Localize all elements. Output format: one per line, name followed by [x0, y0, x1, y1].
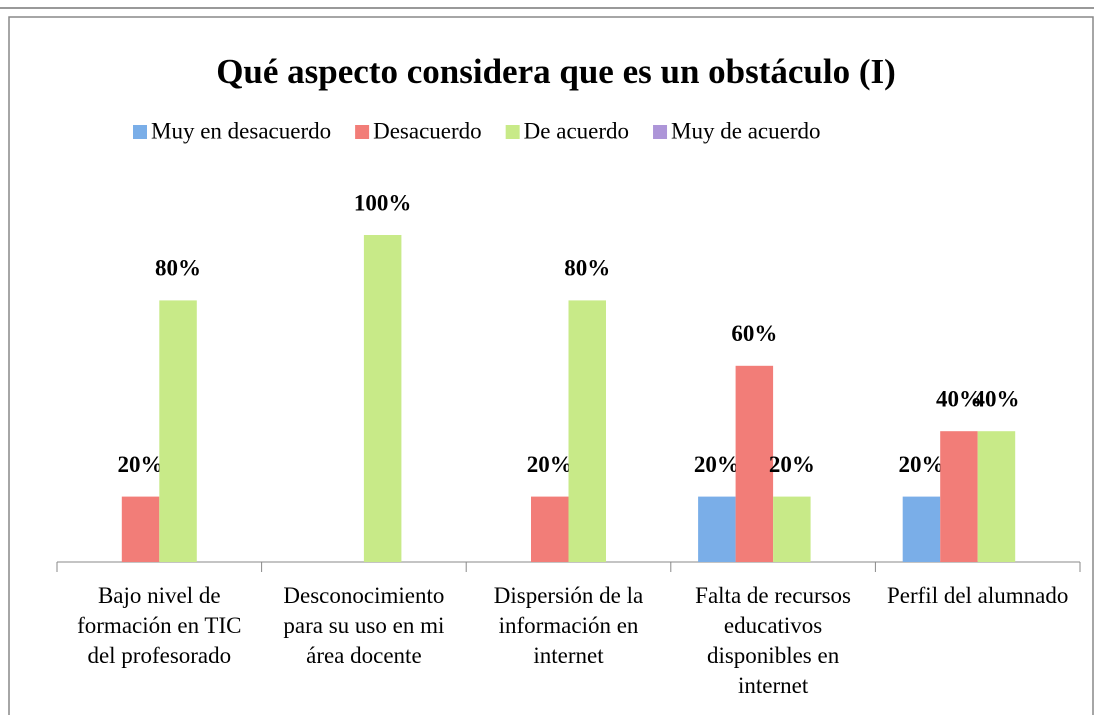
bar: [698, 496, 736, 562]
x-tick-label-line: internet: [738, 673, 809, 698]
legend-label: De acuerdo: [524, 118, 629, 143]
bar: [735, 365, 774, 562]
x-tick-label-line: formación en TIC: [77, 613, 241, 638]
x-tick-label-line: disponibles en: [707, 643, 840, 668]
x-tick-label-line: educativos: [724, 613, 822, 638]
legend-label: Muy en desacuerdo: [151, 118, 331, 143]
x-tick-label-line: Bajo nivel de: [98, 583, 221, 608]
data-label: 40%: [973, 386, 1019, 411]
x-tick-label: Desconocimiento para su uso en mi área doc…: [283, 583, 444, 668]
x-tick-label-line: Perfil del alumnado: [887, 583, 1068, 608]
legend-label: Muy de acuerdo: [671, 118, 820, 143]
plot-frame: [8, 16, 1094, 715]
bar: [121, 496, 160, 562]
legend-swatch: [505, 125, 520, 139]
x-tick-label: Perfil del alumnado: [887, 583, 1068, 608]
legend-swatch: [653, 125, 668, 139]
data-label: 20%: [694, 452, 740, 477]
data-label: 20%: [118, 452, 164, 477]
data-label: 80%: [564, 256, 610, 281]
bar: [940, 431, 978, 562]
x-tick-label-line: Falta de recursos: [695, 583, 851, 608]
data-label: 80%: [155, 256, 201, 281]
legend-label: Desacuerdo: [373, 118, 482, 143]
data-label: 20%: [769, 452, 815, 477]
x-tick-label: Dispersión de la información en internet: [494, 583, 643, 668]
data-label: 60%: [731, 321, 777, 346]
x-tick-label: Falta de recursos educativos disponibles e…: [695, 583, 851, 698]
x-tick-label-line: del profesorado: [87, 643, 231, 668]
legend-swatch: [133, 125, 147, 139]
x-tick-label-line: información en: [499, 613, 639, 638]
data-label: 100%: [354, 190, 412, 215]
data-label: 40%: [936, 386, 982, 411]
bar: [363, 235, 402, 562]
legend-swatch: [355, 125, 370, 139]
chart-title: Qué aspecto considera que es un obstácul…: [216, 52, 896, 91]
x-tick-label: Bajo nivel de formación en TIC del profeso…: [77, 583, 241, 668]
bar: [773, 496, 811, 562]
x-tick-label-line: Desconocimiento: [283, 583, 444, 608]
x-tick-label-line: internet: [533, 643, 604, 668]
x-tick-label-line: área docente: [306, 643, 422, 668]
data-label: 20%: [527, 452, 573, 477]
bar: [568, 300, 606, 562]
bar: [977, 431, 1016, 562]
bar: [531, 496, 569, 562]
bar: [159, 300, 197, 562]
bar: [902, 496, 941, 562]
data-label: 20%: [898, 452, 944, 477]
x-tick-label-line: para su uso en mi: [283, 613, 444, 638]
x-tick-label-line: Dispersión de la: [494, 583, 643, 608]
